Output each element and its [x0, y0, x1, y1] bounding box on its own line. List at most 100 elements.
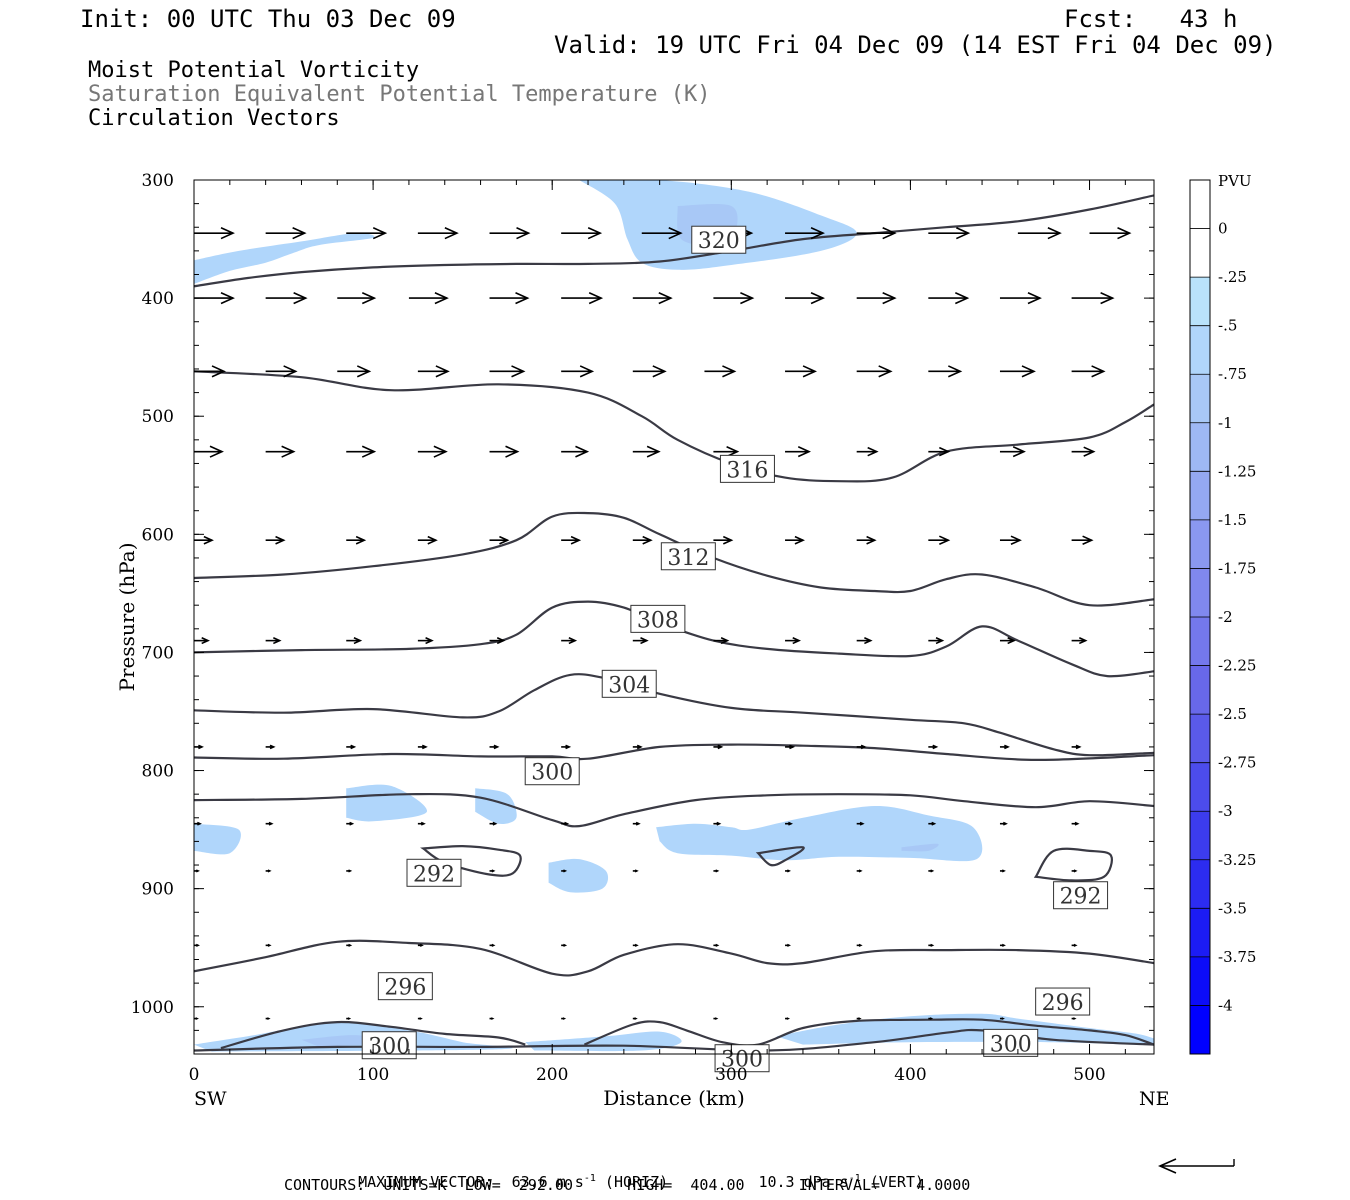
vector-690-330 [785, 637, 801, 645]
colorbar-swatch-3 [1190, 325, 1210, 375]
contour-label-300-5: 300 [524, 757, 580, 786]
colorbar-swatch-7 [1190, 519, 1210, 569]
vector-345-536 [1154, 228, 1192, 239]
theta-es-contour-304-4 [194, 673, 1154, 757]
vector-345-460 [1017, 227, 1062, 240]
colorbar-label-6: -1.5 [1218, 511, 1247, 529]
pv-region-3 [194, 823, 241, 855]
contour-label-296-9: 296 [1035, 987, 1091, 1016]
vector-948-245 [632, 943, 639, 947]
svg-text:300: 300 [721, 1048, 763, 1073]
colorbar-label-11: -2.75 [1218, 754, 1256, 772]
vector-780-85 [346, 744, 357, 750]
vert-note: (VERT) [869, 1173, 925, 1191]
vector-948-330 [785, 943, 791, 947]
vector-845-165 [489, 821, 498, 826]
vector-948-490 [1071, 943, 1078, 947]
y-tick-label-700: 700 [142, 643, 174, 663]
vector-780-370 [856, 744, 867, 750]
colorbar-label-0: 0 [1218, 220, 1228, 238]
vector-948-85 [346, 943, 353, 947]
contour-label-300-11: 300 [714, 1044, 770, 1073]
vector-462-410 [928, 365, 963, 378]
axis-layer: 0 100 200 300 400 500 300 400 500 600 700 800 900 100… [131, 171, 1154, 1085]
vector-885-490 [1071, 869, 1078, 873]
theta-es-contour-296-10 [194, 939, 1154, 977]
theta-es-contour-308-3 [194, 600, 1154, 678]
colorbar-swatch-0 [1190, 180, 1210, 230]
vector-690-245 [632, 637, 649, 645]
vector-690-0 [194, 637, 210, 645]
vector-345-165 [489, 227, 531, 240]
theta-es-contour-320-0 [194, 194, 1154, 288]
vector-948-165 [489, 943, 496, 947]
colorbar-label-7: -1.75 [1218, 559, 1256, 577]
colorbar-unit: PVU [1218, 172, 1252, 190]
vector-462-330 [785, 365, 817, 378]
y-axis-label: Pressure (hPa) [115, 543, 139, 692]
vector-530-490 [1071, 446, 1096, 457]
vector-1010-410 [928, 1017, 934, 1020]
colorbar: 0 -.25 -.5 -.75 -1 -1.25 -1.5 -1.75 -2 -2.25 -2.5 -… [1189, 179, 1256, 1055]
vector-780-290 [713, 744, 724, 750]
colorbar-swatch-8 [1190, 568, 1210, 618]
vector-948-205 [561, 943, 568, 947]
pv-region-5 [475, 788, 517, 824]
colorbar-label-1: -.25 [1218, 268, 1247, 286]
colorbar-swatch-17 [1190, 1005, 1210, 1055]
svg-text:292: 292 [1060, 885, 1102, 910]
vector-885-245 [632, 869, 639, 873]
vector-400-450 [999, 291, 1042, 305]
vector-530-85 [346, 445, 377, 458]
colorbar-label-5: -1.25 [1218, 462, 1256, 480]
pv-region-8 [901, 843, 939, 852]
vector-462-165 [489, 365, 526, 378]
vector-400-536 [1154, 293, 1192, 304]
vector-530-0 [194, 445, 224, 458]
vector-605-205 [561, 535, 582, 545]
circulation-vector-layer [194, 227, 1192, 1020]
vert-unit-exp: -1 [848, 1173, 861, 1184]
vector-948-290 [713, 943, 720, 947]
theta-es-contour-300-5 [194, 743, 1154, 762]
vector-690-165 [489, 637, 506, 645]
vector-605-125 [417, 535, 438, 545]
vector-462-40 [265, 365, 298, 378]
horiz-note: (HORIZ) [604, 1173, 669, 1191]
y-tick-label-600: 600 [142, 525, 174, 545]
reference-vector [1158, 1158, 1235, 1174]
colorbar-swatch-5 [1190, 422, 1210, 472]
svg-text:300: 300 [531, 761, 573, 786]
svg-text:300: 300 [990, 1032, 1032, 1057]
x-tick-label-200: 200 [536, 1065, 568, 1085]
pv-region-7 [656, 805, 983, 862]
colorbar-label-10: -2.5 [1218, 705, 1247, 723]
vector-400-80 [337, 291, 377, 305]
x-tick-label-100: 100 [357, 1065, 389, 1085]
vector-530-370 [856, 446, 879, 457]
contour-label-300-10: 300 [361, 1031, 417, 1060]
vector-1010-40 [265, 1017, 271, 1020]
colorbar-swatch-1 [1190, 228, 1210, 278]
vector-605-536 [1154, 536, 1174, 544]
vector-885-85 [346, 869, 353, 873]
theta-es-contour-292-9 [1033, 847, 1113, 882]
svg-text:292: 292 [413, 862, 455, 887]
y-tick-label-900: 900 [142, 880, 174, 900]
vector-780-165 [489, 744, 500, 750]
vector-885-290 [713, 869, 720, 873]
colorbar-label-13: -3.25 [1218, 851, 1256, 869]
vector-462-205 [561, 365, 595, 378]
max-vector-label: MAXIMUM VECTOR: [358, 1173, 494, 1191]
vector-690-490 [1071, 637, 1088, 645]
vector-605-245 [632, 535, 653, 545]
max-horiz-value: 63.6 [511, 1173, 548, 1191]
vector-605-410 [928, 535, 951, 546]
vector-948-450 [999, 943, 1006, 947]
y-tick-label-400: 400 [142, 289, 174, 309]
vector-400-370 [856, 291, 897, 305]
vector-462-245 [632, 365, 667, 378]
vector-845-85 [346, 821, 355, 826]
vector-690-85 [346, 637, 363, 645]
